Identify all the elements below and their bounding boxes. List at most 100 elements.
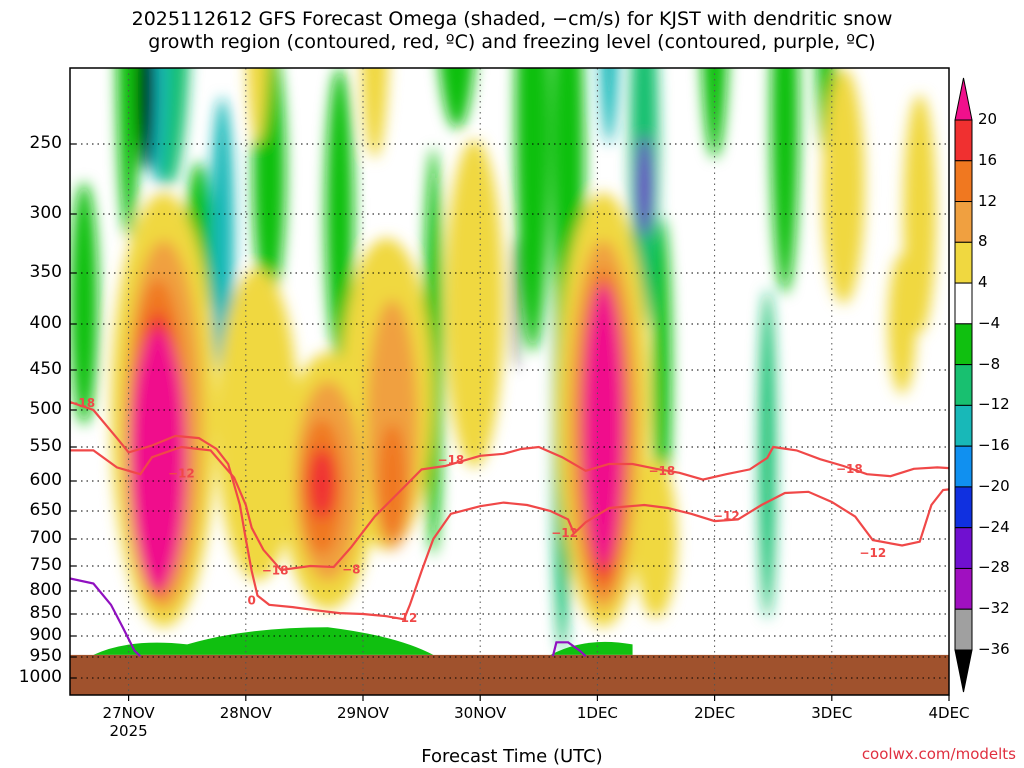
contour-label: −12	[168, 467, 195, 481]
colorbar-label: 8	[978, 232, 988, 251]
low-level-lift	[550, 641, 633, 655]
colorbar-swatch	[954, 527, 973, 569]
colorbar-label: 16	[978, 150, 998, 169]
y-tick-label: 300	[29, 203, 62, 223]
contour-label: −18	[438, 453, 465, 467]
colorbar-swatch	[954, 119, 973, 162]
grid-lines	[70, 68, 950, 701]
colorbar-label: −12	[978, 395, 1010, 414]
contour-label: −8	[342, 563, 360, 577]
omega-core	[128, 330, 188, 591]
contour-label: −12	[551, 526, 578, 540]
omega-shading	[70, 68, 937, 655]
colorbar-swatch	[954, 282, 973, 325]
y-tick-label: 800	[29, 580, 62, 600]
contour-label: −18	[648, 464, 675, 478]
x-tick-label: 27NOV	[102, 704, 155, 722]
colorbar-label: −28	[978, 558, 1010, 577]
x-tick-label: 29NOV	[336, 704, 390, 722]
omega-core	[513, 237, 518, 370]
y-tick-label: 750	[29, 555, 62, 575]
colorbar-label: 20	[978, 110, 998, 128]
y-tick-label: 700	[29, 528, 62, 548]
y-tick-label: 1000	[18, 667, 62, 687]
omega-region	[246, 68, 269, 144]
omega-region	[600, 68, 618, 144]
colorbar-swatch	[954, 567, 973, 610]
x-tick-label: 30NOV	[454, 704, 507, 722]
x-tick-label: 1DEC	[576, 704, 618, 722]
omega-core	[307, 448, 337, 520]
omega-region	[888, 254, 917, 394]
colorbar-label: −20	[978, 476, 1010, 495]
source-credit: coolwx.com/modelts	[861, 745, 1016, 763]
omega-region	[70, 182, 99, 425]
omega-region	[652, 217, 672, 523]
colorbar-label: −4	[978, 313, 1001, 332]
y-tick-label: 400	[29, 313, 62, 333]
x-tick-label: 3DEC	[811, 704, 853, 722]
plot-frame	[69, 67, 950, 696]
x-axis-title: Forecast Time (UTC)	[421, 746, 603, 767]
colorbar-swatch	[954, 160, 973, 203]
colorbar-label: −8	[978, 354, 1001, 373]
omega-region	[770, 68, 799, 294]
x-tick-label: 28NOV	[219, 704, 272, 722]
freezing-level-contour	[551, 641, 587, 658]
omega-region	[822, 68, 865, 304]
y-tick-label: 450	[29, 359, 62, 379]
omega-region	[378, 423, 407, 539]
colorbar-label: −24	[978, 517, 1010, 536]
omega-region	[515, 68, 551, 352]
colorbar-cap-bottom	[954, 649, 973, 693]
contour-label: −12	[391, 611, 418, 625]
y-tick-label: 350	[29, 262, 62, 282]
y-tick-label: 950	[29, 646, 62, 666]
colorbar-swatch	[954, 201, 973, 243]
x-tick-label: 2DEC	[694, 704, 736, 722]
omega-core	[137, 68, 155, 172]
omega-shading-fields	[70, 68, 937, 653]
chart-title-line-2: growth region (contoured, red, ºC) and f…	[148, 31, 876, 53]
y-tick-label: 500	[29, 399, 62, 419]
omega-region	[116, 68, 141, 238]
contour-label: −18	[262, 564, 289, 578]
boundary-layer-band	[93, 627, 633, 655]
colorbar-label: −16	[978, 436, 1010, 455]
terrain-fill	[70, 654, 949, 695]
colorbar-cap-top	[954, 77, 973, 121]
colorbar-swatch	[954, 445, 973, 488]
omega-region	[210, 97, 235, 378]
y-tick-label: 650	[29, 500, 62, 520]
colorbar	[954, 77, 973, 693]
temperature-contours: −18 −12 −18 0 −8 −12 −18 −12 −18 −12 −18 −12	[70, 396, 949, 658]
colorbar-label: −32	[978, 599, 1010, 618]
contour-label: −12	[713, 509, 740, 523]
omega-region	[216, 268, 299, 581]
contour-label: −18	[836, 462, 863, 476]
omega-region	[445, 139, 504, 468]
colorbar-label: 12	[978, 191, 998, 210]
colorbar-swatch	[954, 241, 973, 284]
contour-label: 0	[247, 594, 255, 608]
omega-core	[637, 134, 652, 238]
colorbar-swatch	[954, 486, 973, 529]
colorbar-label: 4	[978, 273, 988, 292]
y-tick-label: 850	[29, 603, 62, 623]
terrain-layer	[70, 654, 949, 695]
omega-region	[759, 289, 776, 619]
contour-label: −12	[859, 546, 886, 560]
omega-region	[439, 68, 475, 129]
colorbar-swatch	[954, 364, 973, 406]
chart-title-line-1: 2025112612 GFS Forecast Omega (shaded, −…	[131, 8, 893, 30]
omega-region	[634, 459, 678, 619]
y-tick-label: 250	[29, 133, 62, 153]
y-tick-label: 600	[29, 470, 62, 490]
freezing-level-contour	[70, 577, 142, 657]
dgz-contour-minus-18	[70, 400, 949, 621]
x-tick-label: 4DEC	[928, 704, 970, 722]
colorbar-swatch	[954, 608, 973, 651]
y-tick-label: 550	[29, 436, 62, 456]
omega-core	[582, 283, 625, 566]
